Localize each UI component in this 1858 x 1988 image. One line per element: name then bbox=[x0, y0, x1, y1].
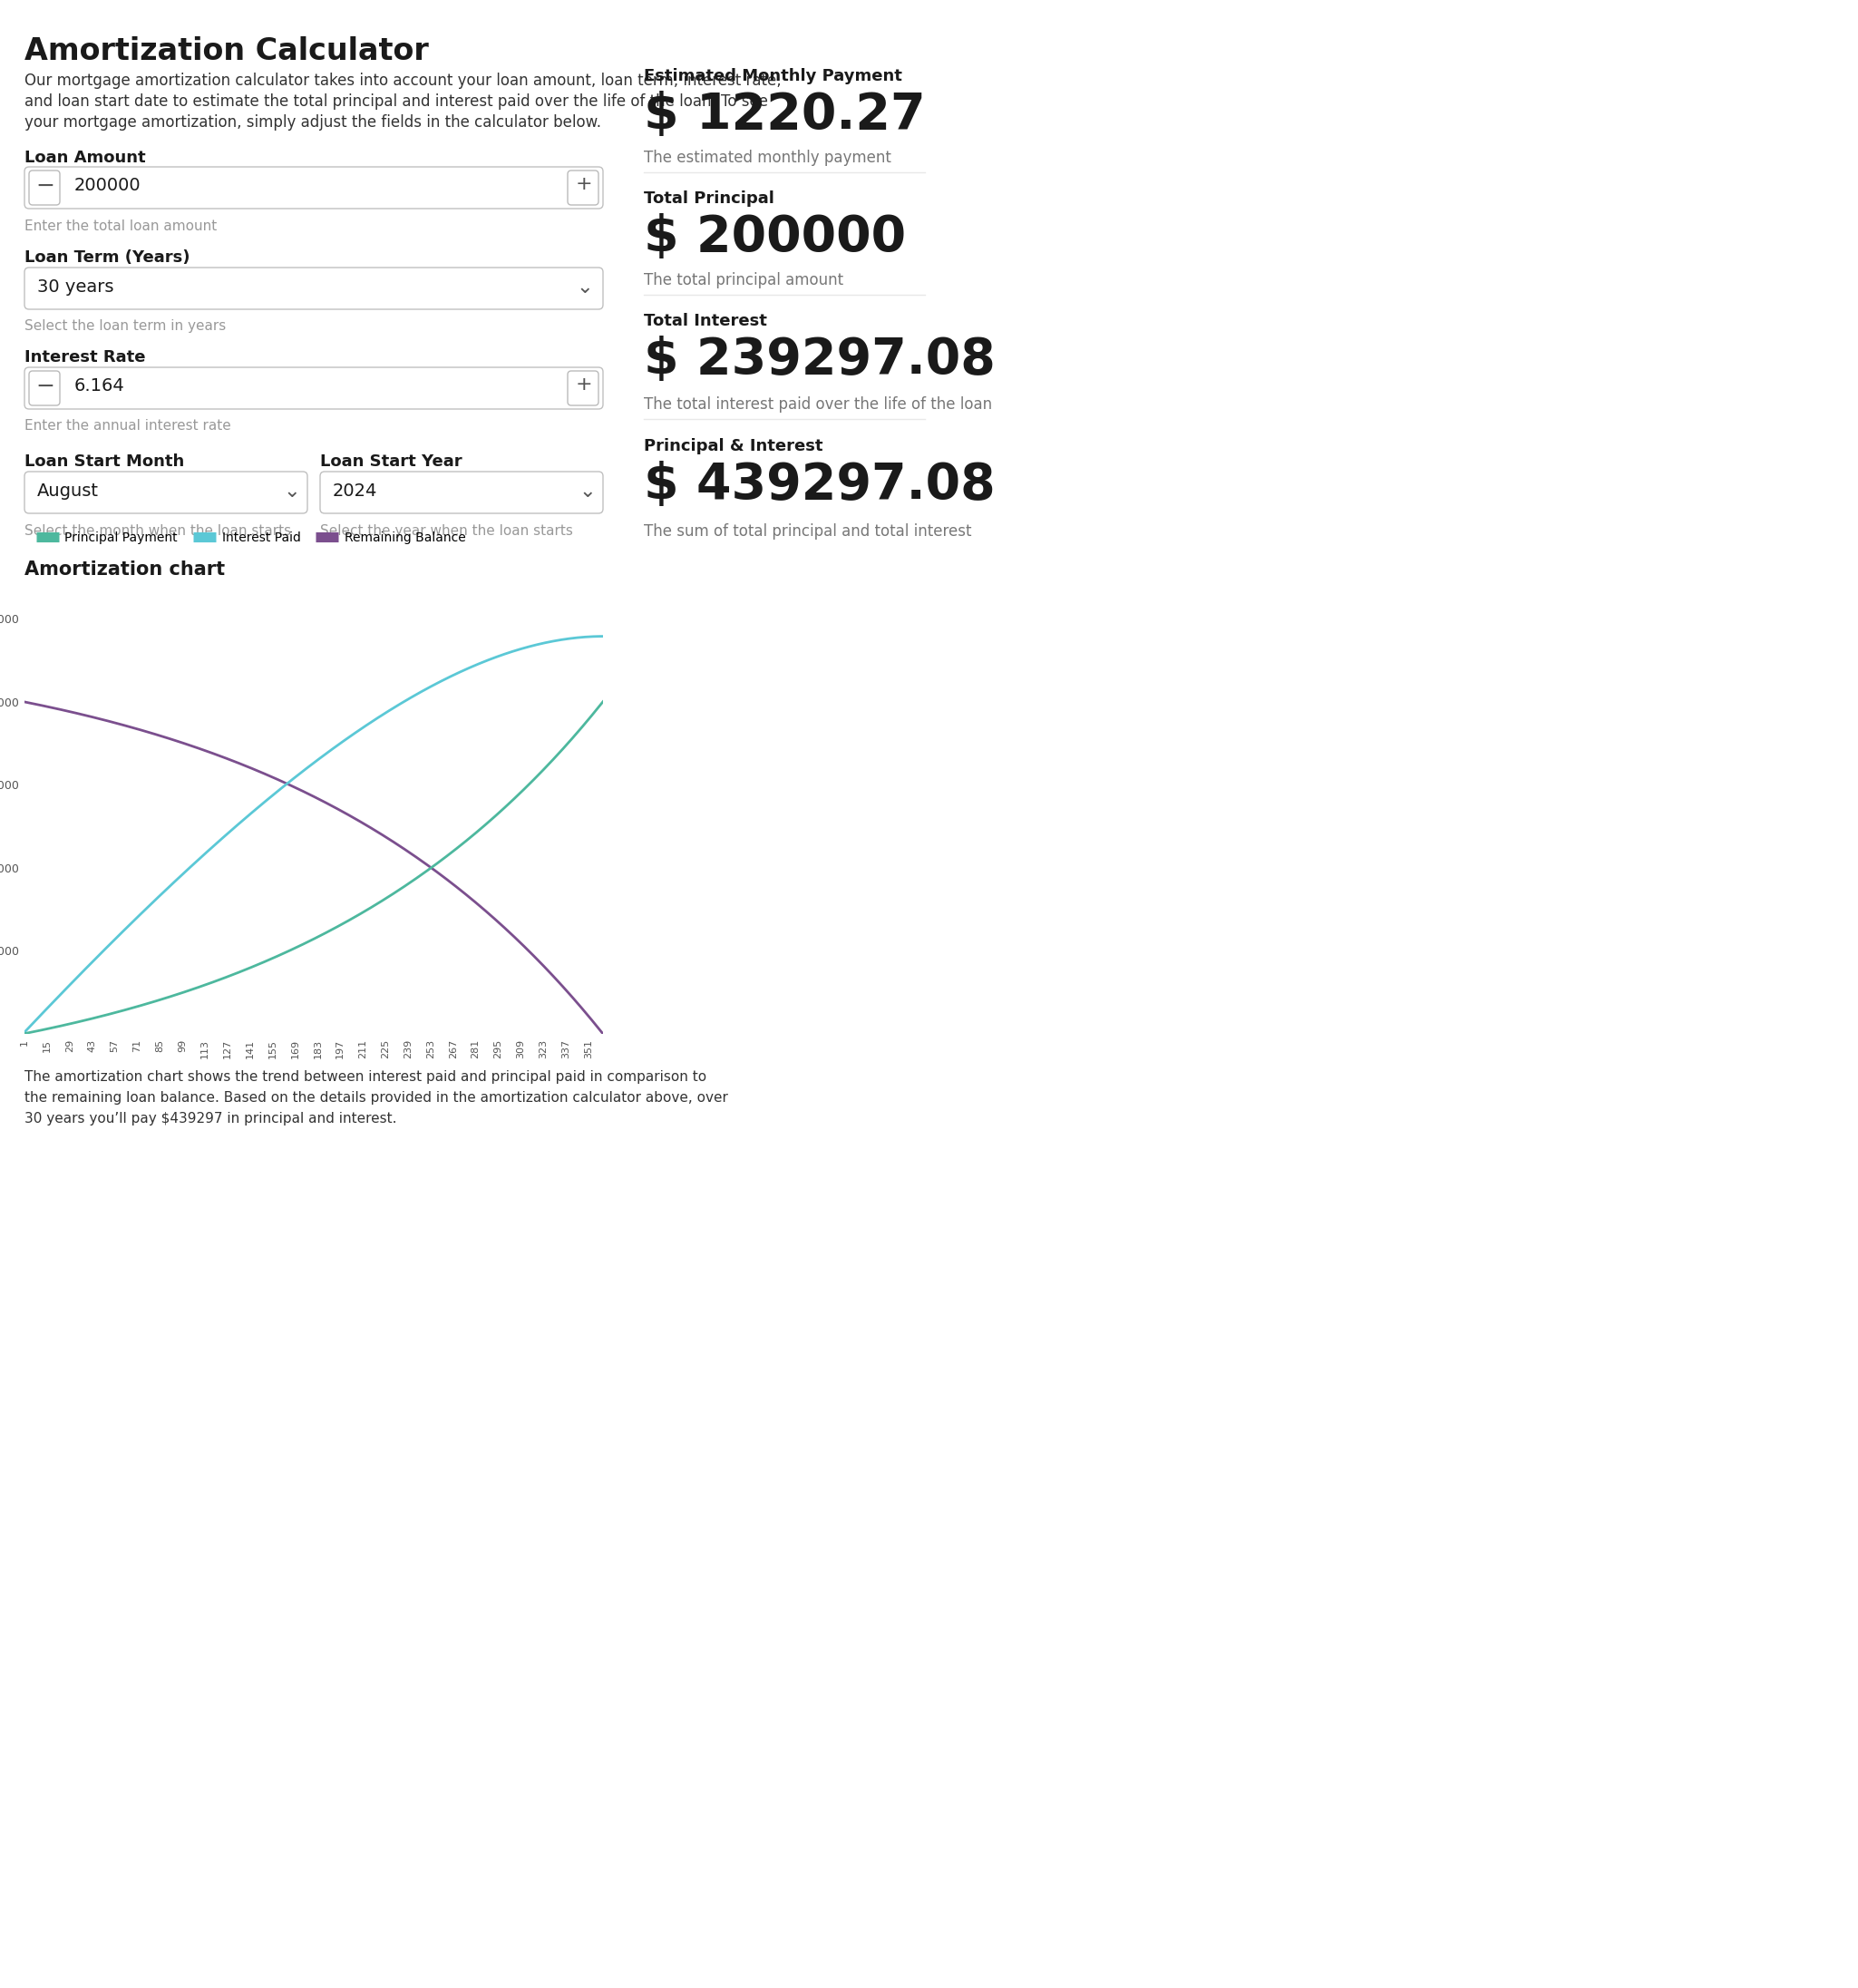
Text: Loan Amount: Loan Amount bbox=[24, 149, 145, 165]
Text: the remaining loan balance. Based on the details provided in the amortization ca: the remaining loan balance. Based on the… bbox=[24, 1091, 728, 1105]
FancyBboxPatch shape bbox=[24, 471, 307, 513]
FancyBboxPatch shape bbox=[320, 471, 604, 513]
Text: $ 239297.08: $ 239297.08 bbox=[645, 336, 996, 384]
Text: ⌄: ⌄ bbox=[282, 483, 299, 501]
FancyBboxPatch shape bbox=[24, 268, 604, 310]
Text: −: − bbox=[35, 376, 54, 398]
Text: Select the year when the loan starts: Select the year when the loan starts bbox=[320, 525, 572, 539]
Text: Enter the annual interest rate: Enter the annual interest rate bbox=[24, 419, 230, 433]
Text: your mortgage amortization, simply adjust the fields in the calculator below.: your mortgage amortization, simply adjus… bbox=[24, 113, 602, 131]
FancyBboxPatch shape bbox=[30, 171, 59, 205]
Text: Select the month when the loan starts: Select the month when the loan starts bbox=[24, 525, 292, 539]
Text: Select the loan term in years: Select the loan term in years bbox=[24, 320, 227, 332]
FancyBboxPatch shape bbox=[30, 372, 59, 406]
Text: Loan Start Month: Loan Start Month bbox=[24, 453, 184, 469]
Text: Total Principal: Total Principal bbox=[645, 191, 775, 207]
Text: −: − bbox=[35, 175, 54, 197]
Text: and loan start date to estimate the total principal and interest paid over the l: and loan start date to estimate the tota… bbox=[24, 93, 767, 109]
Text: +: + bbox=[576, 175, 593, 193]
Legend: Principal Payment, Interest Paid, Remaining Balance: Principal Payment, Interest Paid, Remain… bbox=[32, 527, 472, 549]
Text: 30 years: 30 years bbox=[37, 278, 113, 296]
Text: $ 200000: $ 200000 bbox=[645, 213, 907, 262]
Text: $ 1220.27: $ 1220.27 bbox=[645, 91, 925, 139]
FancyBboxPatch shape bbox=[569, 372, 598, 406]
FancyBboxPatch shape bbox=[569, 171, 598, 205]
Text: Estimated Monthly Payment: Estimated Monthly Payment bbox=[645, 68, 903, 83]
Text: The total principal amount: The total principal amount bbox=[645, 272, 844, 288]
FancyBboxPatch shape bbox=[24, 368, 604, 410]
Text: ⌄: ⌄ bbox=[578, 483, 595, 501]
Text: +: + bbox=[576, 376, 593, 394]
Text: August: August bbox=[37, 483, 98, 499]
Text: Total Interest: Total Interest bbox=[645, 312, 767, 330]
Text: The estimated monthly payment: The estimated monthly payment bbox=[645, 149, 892, 165]
Text: 6.164: 6.164 bbox=[74, 378, 124, 394]
Text: Our mortgage amortization calculator takes into account your loan amount, loan t: Our mortgage amortization calculator tak… bbox=[24, 72, 782, 89]
Text: Amortization Calculator: Amortization Calculator bbox=[24, 36, 429, 66]
Text: Loan Start Year: Loan Start Year bbox=[320, 453, 463, 469]
Text: The amortization chart shows the trend between interest paid and principal paid : The amortization chart shows the trend b… bbox=[24, 1070, 706, 1083]
Text: Amortization chart: Amortization chart bbox=[24, 561, 225, 579]
Text: 30 years you’ll pay $439297 in principal and interest.: 30 years you’ll pay $439297 in principal… bbox=[24, 1111, 398, 1125]
Text: 2024: 2024 bbox=[333, 483, 377, 499]
Text: Interest Rate: Interest Rate bbox=[24, 350, 145, 366]
Text: The total interest paid over the life of the loan: The total interest paid over the life of… bbox=[645, 396, 992, 414]
Text: 200000: 200000 bbox=[74, 177, 141, 195]
Text: $ 439297.08: $ 439297.08 bbox=[645, 461, 996, 509]
Text: Loan Term (Years): Loan Term (Years) bbox=[24, 248, 190, 266]
Text: Enter the total loan amount: Enter the total loan amount bbox=[24, 219, 217, 233]
Text: Principal & Interest: Principal & Interest bbox=[645, 437, 823, 455]
Text: The sum of total principal and total interest: The sum of total principal and total int… bbox=[645, 523, 972, 539]
FancyBboxPatch shape bbox=[24, 167, 604, 209]
Text: ⌄: ⌄ bbox=[576, 278, 593, 296]
